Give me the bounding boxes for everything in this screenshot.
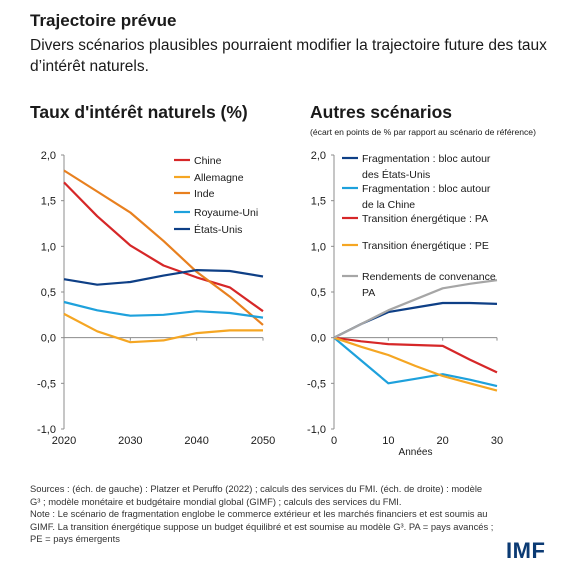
x-tick-label: 2030 [118, 435, 142, 447]
right-chart-title: Autres scénarios [310, 102, 453, 122]
series-line [333, 336, 498, 392]
y-tick-label: 2,0 [311, 150, 326, 162]
series-line [63, 269, 264, 286]
x-tick-label: 2040 [184, 435, 208, 447]
page-title: Trajectoire prévue [30, 11, 177, 30]
legend-label-line: Fragmentation : bloc autour [362, 183, 491, 195]
legend-label-line: Fragmentation : bloc autour [362, 153, 491, 165]
footer-sources: Sources : (éch. de gauche) : Platzer et … [30, 483, 483, 507]
legend-label-line: Royaume-Uni [194, 207, 258, 219]
legend-label: Transition énergétique : PE [362, 240, 489, 252]
legend-label: Transition énergétique : PA [362, 213, 488, 225]
y-tick-label: 1,0 [311, 241, 326, 253]
legend-label: Allemagne [194, 172, 244, 184]
y-tick-label: 1,0 [41, 241, 56, 253]
legend-label-line: de la Chine [362, 199, 415, 211]
right-chart-note: (écart en points de % par rapport au scé… [310, 127, 536, 137]
legend-label-line: des États-Unis [362, 168, 430, 181]
x-tick-label: 0 [331, 435, 337, 447]
x-axis-label: Années [399, 447, 433, 458]
imf-logo: IMF [506, 538, 546, 563]
y-tick-label: -1,0 [307, 424, 326, 436]
y-tick-label: 2,0 [41, 150, 56, 162]
footer-note: Note : Le scénario de fragmentation engl… [30, 508, 494, 545]
legend-label: Chine [194, 155, 222, 167]
legend-label: Inde [194, 188, 215, 200]
series-line [63, 169, 264, 326]
x-tick-label: 2020 [52, 435, 76, 447]
legend-label-line: Chine [194, 155, 222, 167]
legend-label-line: PA [362, 287, 375, 299]
legend-label-line: Inde [194, 188, 215, 200]
page-subtitle: Divers scénarios plausibles pourraient m… [30, 37, 547, 75]
legend-label: Royaume-Uni [194, 207, 258, 219]
y-tick-label: -0,5 [37, 378, 56, 390]
x-tick-label: 10 [382, 435, 394, 447]
y-tick-label: 0,5 [41, 287, 56, 299]
legend-label: Rendements de convenance PA [362, 271, 496, 299]
right-chart: 2,0 1,5 1,0 0,5 0,0 -0,5 -1,0 0 10 20 30 Années Frag… [307, 150, 503, 458]
x-tick-label: 30 [491, 435, 503, 447]
y-tick-label: 0,0 [41, 333, 56, 345]
legend-label: États-Unis [194, 223, 242, 236]
series-line [333, 279, 498, 339]
x-tick-label: 2050 [251, 435, 275, 447]
legend-label: Fragmentation : bloc autour de la Chine [362, 183, 491, 211]
legend-label-line: Rendements de convenance [362, 271, 496, 283]
footer: Sources : (éch. de gauche) : Platzer et … [30, 483, 495, 546]
y-tick-label: -1,0 [37, 424, 56, 436]
legend-label-line: Transition énergétique : PA [362, 213, 488, 225]
series-line [333, 336, 498, 388]
y-tick-label: -0,5 [307, 378, 326, 390]
legend-label: Fragmentation : bloc autour des États-Uni… [362, 153, 491, 181]
series-line [63, 312, 263, 344]
x-tick-label: 20 [437, 435, 449, 447]
y-tick-label: 1,5 [41, 196, 56, 208]
series-line [333, 301, 498, 339]
left-chart-title: Taux d'intérêt naturels (%) [30, 102, 248, 122]
y-tick-label: 0,5 [311, 287, 326, 299]
y-tick-label: 0,0 [311, 333, 326, 345]
series-line [63, 181, 264, 313]
legend-label-line: États-Unis [194, 223, 242, 236]
legend-label-line: Transition énergétique : PE [362, 240, 489, 252]
series-line [333, 336, 498, 374]
y-tick-label: 1,5 [311, 196, 326, 208]
series-line [63, 300, 264, 319]
legend-label-line: Allemagne [194, 172, 244, 184]
